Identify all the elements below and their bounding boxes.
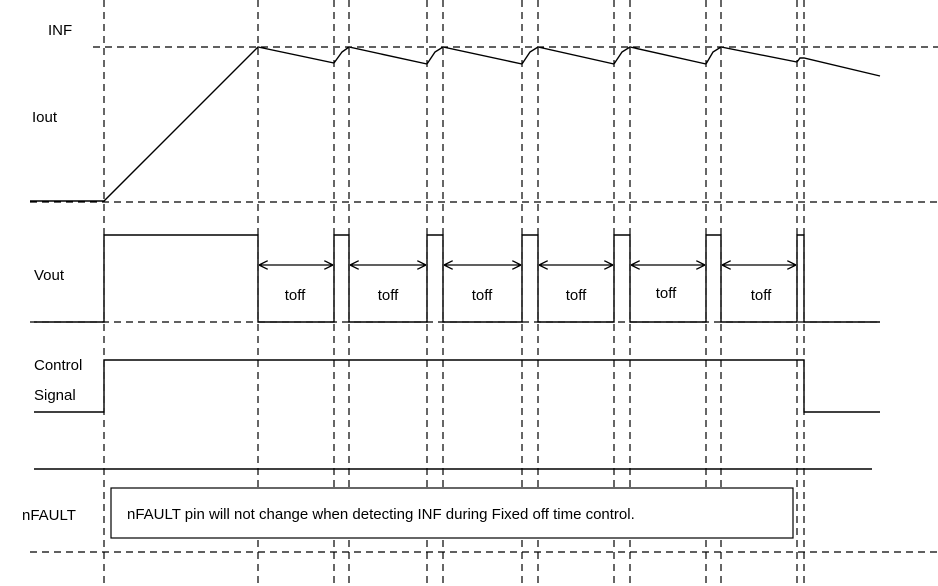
toff-label-6: toff (751, 287, 772, 304)
toff-label-2: toff (378, 287, 399, 304)
toff-label-4: toff (566, 287, 587, 304)
inf-label: INF (48, 22, 72, 39)
toff-label-1: toff (285, 287, 306, 304)
toff-label-5: toff (656, 285, 677, 302)
signals (30, 46, 881, 470)
toff-labels: toff toff toff toff toff toff (275, 280, 781, 304)
iout-label: Iout (32, 109, 58, 126)
control-signal-label-line2: Signal (34, 387, 76, 404)
note-text: nFAULT pin will not change when detectin… (127, 506, 635, 523)
signal-labels: INF Iout Vout Control Signal nFAULT (22, 18, 84, 524)
toff-label-3: toff (472, 287, 493, 304)
vout-waveform (34, 234, 880, 323)
control-signal-waveform (34, 359, 880, 413)
iout-waveform (30, 46, 881, 202)
vout-label: Vout (34, 267, 65, 284)
note-box: nFAULT pin will not change when detectin… (110, 487, 794, 539)
control-signal-label-line1: Control (34, 357, 82, 374)
nfault-label: nFAULT (22, 507, 76, 524)
